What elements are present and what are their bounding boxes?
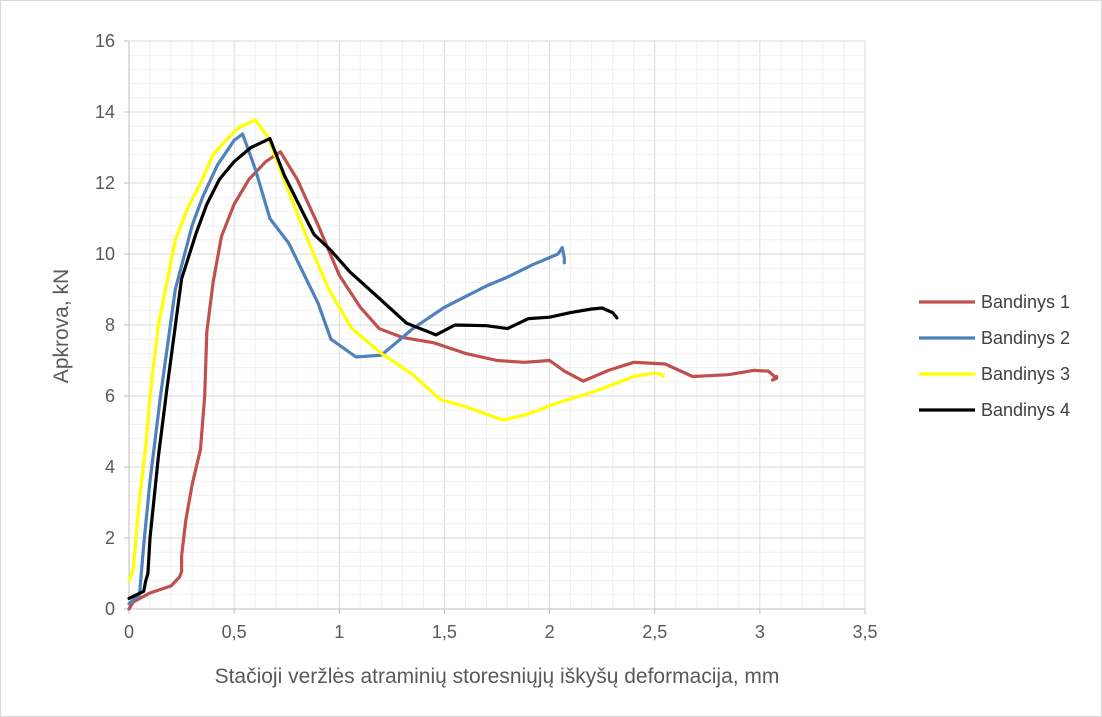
legend-label-4: Bandinys 4 — [981, 400, 1070, 420]
series-group — [127, 118, 779, 611]
y-tick-label: 10 — [95, 244, 115, 264]
legend-label-1: Bandinys 1 — [981, 292, 1070, 312]
legend-label-2: Bandinys 2 — [981, 328, 1070, 348]
y-tick-label: 8 — [105, 315, 115, 335]
legend-label-3: Bandinys 3 — [981, 364, 1070, 384]
x-tick-label: 1,5 — [432, 622, 457, 642]
x-axis-title: Stačioji veržlės atraminių storesniųjų i… — [215, 665, 780, 688]
x-tick-label: 2 — [545, 622, 555, 642]
series-line-3 — [127, 118, 665, 583]
x-tick-label: 1 — [334, 622, 344, 642]
y-tick-label: 6 — [105, 386, 115, 406]
series-line-2 — [127, 132, 566, 606]
series-line-4 — [127, 137, 619, 600]
series-line-1 — [127, 150, 779, 611]
x-tick-label: 3,5 — [852, 622, 877, 642]
x-tick-label: 0,5 — [222, 622, 247, 642]
y-tick-label: 16 — [95, 31, 115, 51]
y-axis-title: Apkrova, kN — [50, 269, 73, 383]
y-tick-label: 4 — [105, 457, 115, 477]
tick-labels: 0 0,5 1 1,5 2 2,5 3 3,5 0 2 4 6 8 10 12 14 16 — [95, 31, 878, 642]
y-tick-label: 0 — [105, 599, 115, 619]
x-tick-label: 0 — [124, 622, 134, 642]
y-tick-label: 12 — [95, 173, 115, 193]
x-tick-label: 2,5 — [642, 622, 667, 642]
x-tick-label: 3 — [755, 622, 765, 642]
y-tick-label: 2 — [105, 528, 115, 548]
legend: Bandinys 1 Bandinys 2 Bandinys 3 Bandinys 4 — [919, 292, 1070, 420]
y-tick-label: 14 — [95, 102, 115, 122]
